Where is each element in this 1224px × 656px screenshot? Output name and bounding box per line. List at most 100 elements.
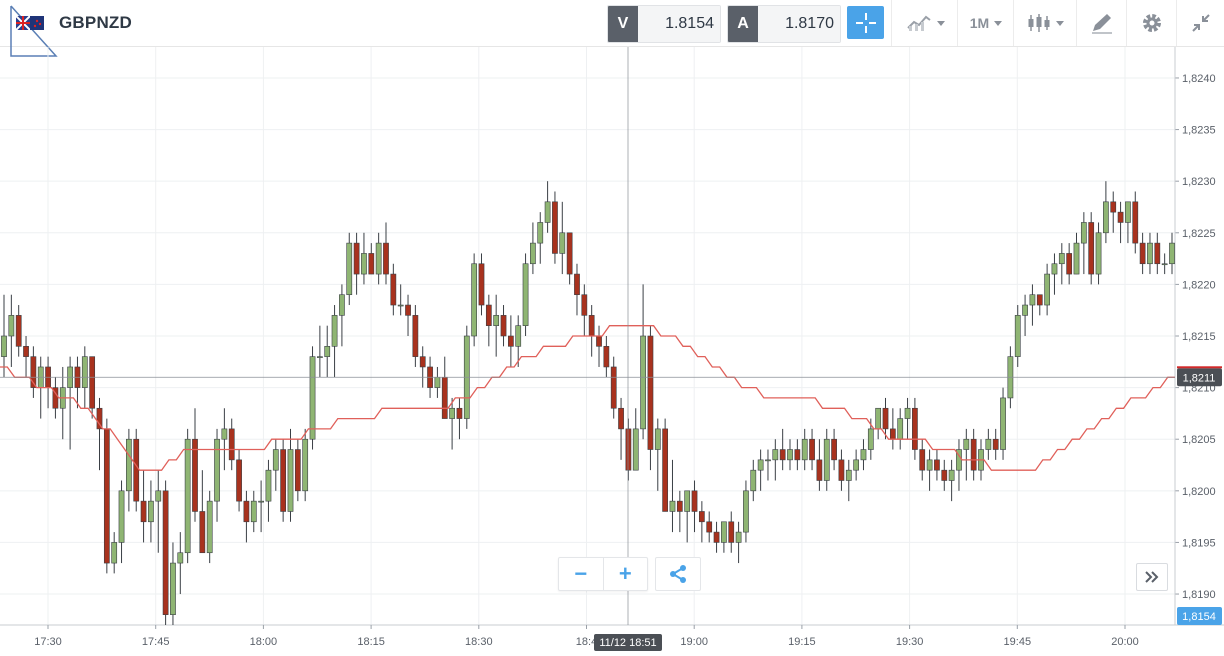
candle-body: [111, 542, 118, 564]
settings-button[interactable]: [1126, 0, 1177, 46]
price-tick-label: 1,8195: [1182, 537, 1216, 549]
candle-body: [757, 459, 764, 471]
candle-body: [81, 356, 88, 388]
candle-body: [963, 438, 970, 450]
candle-body: [566, 232, 573, 275]
ask-quote[interactable]: A 1.8170: [727, 5, 841, 43]
candle-body: [772, 449, 779, 461]
candle-body: [610, 366, 617, 409]
candle-body: [441, 376, 448, 419]
zoom-out-button[interactable]: −: [574, 561, 588, 586]
time-tick-label: 18:4: [576, 636, 597, 648]
candle-body: [669, 500, 676, 512]
bid-quote[interactable]: V 1.8154: [607, 5, 721, 43]
candle-body: [331, 315, 338, 347]
candle-body: [765, 459, 771, 462]
chart-style-button[interactable]: [891, 0, 958, 46]
price-chart[interactable]: 1,81901,81951,82001,82051,82101,82151,82…: [0, 47, 1224, 656]
collapse-button[interactable]: [1176, 0, 1224, 46]
time-tick-label: 18:30: [465, 636, 493, 648]
bid-value: 1.8154: [638, 6, 720, 42]
gear-icon: [1143, 14, 1161, 32]
candle-body: [375, 242, 382, 275]
crosshair-price-tag: [1177, 368, 1222, 387]
candle-body: [1029, 294, 1036, 306]
candle-body: [552, 201, 558, 254]
candle-body: [1014, 315, 1021, 357]
time-tick-label: 19:15: [788, 636, 816, 648]
candle-body: [383, 242, 389, 275]
candle-body: [1161, 263, 1168, 266]
drawing-tools-icon: [1092, 14, 1112, 34]
candle-body: [250, 500, 257, 523]
candle-body: [126, 438, 132, 492]
chart-type-button[interactable]: [1013, 0, 1077, 46]
candle-body: [265, 469, 272, 502]
candle-body: [177, 552, 184, 564]
candle-body: [588, 315, 595, 337]
candle-body: [353, 242, 360, 275]
candle-body: [735, 531, 742, 543]
candle-body: [713, 531, 720, 543]
crosshair-time-label: 11/12 18:51: [599, 637, 656, 649]
time-axis: 17:30 17:45 18:00 18:15 18:30 18:4 19:00 19:15 1…: [0, 624, 1224, 648]
candle-body: [934, 459, 940, 471]
chevron-down-icon: [994, 20, 1003, 26]
candle-body: [96, 407, 103, 430]
candle-body: [133, 438, 140, 502]
candle-body: [1066, 253, 1073, 275]
candle-body: [691, 490, 698, 512]
candle-body: [889, 428, 896, 440]
candle-body: [530, 242, 536, 265]
candle-body: [287, 449, 294, 512]
timeframe-button[interactable]: 1M: [957, 0, 1014, 46]
top-toolbar: GBPNZD V 1.8154 A 1.8170 1M: [0, 0, 1224, 57]
crosshair-price-label: 1,8211: [1183, 372, 1216, 384]
candle-body: [743, 490, 749, 533]
candle-body: [882, 407, 889, 430]
candle-body: [258, 500, 264, 503]
candle-body: [544, 201, 551, 223]
zoom-controls: − +: [558, 557, 648, 591]
candle-body: [750, 469, 757, 492]
candle-body: [860, 449, 867, 461]
time-tick-label: 20:00: [1111, 636, 1139, 648]
candle-body: [456, 407, 463, 419]
time-tick-label: 19:45: [1004, 636, 1032, 648]
price-tick-label: 1,8200: [1182, 486, 1216, 498]
candle-body: [537, 222, 544, 244]
drawing-tools-button[interactable]: [1076, 0, 1127, 46]
candlesticks: [1, 181, 1175, 625]
candle-body: [170, 562, 176, 615]
zoom-in-button[interactable]: +: [602, 558, 648, 590]
candle-body: [1117, 211, 1124, 223]
candle-body: [1169, 242, 1175, 265]
candle-body: [272, 449, 279, 471]
candle-body: [405, 304, 411, 316]
candle-body: [992, 438, 999, 450]
crosshair-price-tag-top: [1177, 366, 1222, 369]
candle-body: [1132, 201, 1139, 244]
price-tick-label: 1,8235: [1182, 125, 1216, 137]
share-button[interactable]: [655, 557, 701, 591]
candle-body: [1110, 201, 1117, 213]
candle-body: [941, 469, 948, 481]
candle-body: [236, 459, 242, 502]
candlestick-icon: [1028, 14, 1050, 32]
crosshair-icon: [855, 12, 876, 33]
candle-body: [640, 335, 646, 430]
candle-body: [823, 438, 830, 481]
candle-body: [912, 407, 918, 450]
candle-body: [728, 521, 735, 543]
candle-body: [339, 294, 345, 316]
bid-tag: V: [608, 6, 638, 42]
candle-body: [419, 356, 426, 368]
scroll-forward-button[interactable]: [1136, 563, 1168, 591]
candle-body: [632, 428, 639, 471]
candle-body: [1147, 242, 1153, 265]
price-tick-label: 1,8225: [1182, 228, 1216, 240]
candle-body: [596, 335, 602, 347]
candle-body: [838, 459, 845, 481]
candle-body: [155, 490, 162, 502]
crosshair-button[interactable]: [847, 6, 884, 39]
